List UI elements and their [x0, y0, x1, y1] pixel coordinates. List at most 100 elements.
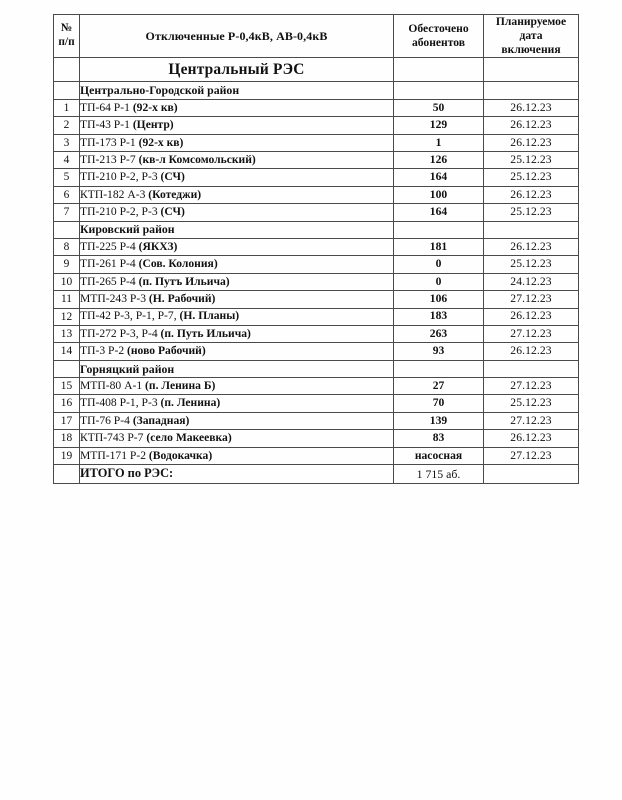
table-row: 11 МТП-243 Р-3 (Н. Рабочий) 106 27.12.23: [53, 290, 579, 309]
table-row: 16 ТП-408 Р-1, Р-3 (п. Ленина) 70 25.12.23: [53, 394, 579, 413]
column-header-number-line2: п/п: [58, 36, 75, 49]
row-number: 16: [53, 394, 80, 413]
row-affected-count: 183: [393, 307, 484, 326]
row-description-code: ТП-64 Р-1: [80, 100, 133, 114]
row-description-code: МТП-171 Р-2: [80, 448, 149, 462]
row-description-code: КТП-743 Р-7: [80, 431, 147, 445]
row-affected-count: 129: [393, 116, 484, 135]
row-affected-count: 263: [393, 324, 484, 344]
row-description: ТП-225 Р-4 (ЯКХЗ): [79, 237, 394, 257]
district-count-cell: [393, 81, 484, 100]
district-header-row: Центрально-Городской район: [53, 81, 579, 100]
row-number: 3: [53, 133, 80, 152]
district-header-label: Кировский район: [79, 220, 394, 239]
district-header-row: Горняцкий район: [53, 359, 579, 379]
row-planned-date: 26.12.23: [483, 133, 579, 152]
row-description-location: (п. Путь Ильича): [160, 326, 251, 340]
row-affected-count: 106: [393, 290, 484, 309]
table-row: 17 ТП-76 Р-4 (Западная) 139 27.12.23: [53, 411, 579, 431]
row-description: ТП-265 Р-4 (п. Путъ Ильича): [79, 272, 394, 292]
row-description-location: (Сов. Колония): [138, 257, 218, 271]
row-description: МТП-80 А-1 (п. Ленина Б): [79, 377, 394, 396]
table-header: № п/п Отключенные Р-0,4кВ, АВ-0,4кВ Обес…: [53, 13, 579, 59]
row-description-code: ТП-261 Р-4: [80, 257, 139, 271]
row-planned-date: 26.12.23: [483, 185, 579, 205]
row-affected-count: 50: [393, 98, 484, 118]
row-description-code: ТП-76 Р-4: [80, 413, 133, 427]
table-footer: ИТОГО по РЭС: 1 715 аб.: [53, 464, 579, 485]
row-description: МТП-171 Р-2 (Водокачка): [79, 446, 394, 466]
row-description: ТП-64 Р-1 (92-х кв): [79, 98, 394, 118]
row-number: 8: [53, 237, 80, 257]
row-planned-date: 25.12.23: [483, 168, 579, 187]
row-description-code: МТП-80 А-1: [80, 379, 146, 392]
row-number: 10: [53, 272, 80, 292]
column-header-date-line1: Планируемое: [495, 15, 567, 28]
row-affected-count: 139: [393, 411, 484, 431]
outage-table: № п/п Отключенные Р-0,4кВ, АВ-0,4кВ Обес…: [53, 13, 579, 485]
row-description-location: (Н. Планы): [179, 309, 240, 323]
district-number-cell: [53, 220, 80, 239]
table-row: 19 МТП-171 Р-2 (Водокачка) насосная 27.12.2…: [53, 446, 579, 466]
row-description-code: ТП-408 Р-1, Р-3: [80, 396, 161, 410]
row-planned-date: 27.12.23: [483, 324, 579, 344]
row-number: 7: [53, 203, 80, 222]
row-affected-count: насосная: [393, 446, 484, 466]
row-affected-count: 164: [393, 203, 484, 222]
row-description-code: ТП-210 Р-2, Р-3: [80, 170, 161, 184]
row-description: ТП-42 Р-3, Р-1, Р-7, (Н. Планы): [79, 307, 394, 326]
row-affected-count: 83: [393, 429, 484, 448]
row-description-code: КТП-182 А-3: [80, 187, 149, 201]
district-header-label: Центрально-Городской район: [79, 81, 394, 100]
row-description-location: (92-х кв): [138, 135, 184, 149]
row-description-location: (кв-л Комсомольский): [138, 152, 256, 166]
column-header-date-line2: дата: [519, 29, 543, 43]
row-planned-date: 26.12.23: [483, 237, 579, 257]
total-number-cell: [53, 464, 80, 485]
table-row: 1 ТП-64 Р-1 (92-х кв) 50 26.12.23: [53, 98, 579, 118]
row-description-location: (Водокачка): [148, 448, 213, 462]
table-row: 14 ТП-3 Р-2 (ново Рабочий) 93 26.12.23: [53, 342, 579, 361]
row-description-location: (Котеджи): [148, 187, 202, 201]
column-header-description: Отключенные Р-0,4кВ, АВ-0,4кВ: [79, 13, 394, 59]
row-description: МТП-243 Р-3 (Н. Рабочий): [79, 290, 394, 309]
row-affected-count: 181: [393, 237, 484, 257]
section-title-date-cell: [483, 57, 579, 83]
row-description-location: (Центр): [132, 118, 174, 132]
row-planned-date: 27.12.23: [483, 411, 579, 431]
row-planned-date: 25.12.23: [483, 255, 579, 274]
row-description: ТП-76 Р-4 (Западная): [79, 411, 394, 431]
table-body: Центральный РЭС Центрально-Городской рай…: [53, 57, 579, 466]
row-description-location: (СЧ): [160, 205, 185, 219]
row-planned-date: 25.12.23: [483, 150, 579, 170]
row-description-location: (ЯКХЗ): [138, 239, 178, 253]
row-description-location: (Н. Рабочий): [148, 292, 216, 306]
district-number-cell: [53, 359, 80, 379]
row-description-location: (СЧ): [160, 170, 185, 184]
table-row: 3 ТП-173 Р-1 (92-х кв) 1 26.12.23: [53, 133, 579, 152]
row-number: 6: [53, 185, 80, 205]
column-header-count-line1: Обесточено: [408, 22, 469, 36]
table-row: 18 КТП-743 Р-7 (село Макеевка) 83 26.12.23: [53, 429, 579, 448]
section-title-count-cell: [393, 57, 484, 83]
row-number: 9: [53, 255, 80, 274]
district-count-cell: [393, 359, 484, 379]
row-description-location: (ново Рабочий): [127, 344, 206, 358]
column-header-date: Планируемое дата включения: [483, 13, 579, 59]
row-description-code: ТП-265 Р-4: [80, 274, 139, 288]
table-header-row: № п/п Отключенные Р-0,4кВ, АВ-0,4кВ Обес…: [53, 13, 579, 59]
total-date-cell: [483, 464, 579, 485]
total-value: 1 715 аб.: [393, 464, 484, 485]
row-description-location: (92-х кв): [132, 100, 178, 114]
row-number: 4: [53, 150, 80, 170]
row-planned-date: 24.12.23: [483, 272, 579, 292]
row-affected-count: 164: [393, 168, 484, 187]
district-date-cell: [483, 359, 579, 379]
row-description: КТП-182 А-3 (Котеджи): [79, 185, 394, 205]
row-description: КТП-743 Р-7 (село Макеевка): [79, 429, 394, 448]
row-description-code: ТП-272 Р-3, Р-4: [80, 326, 161, 340]
row-number: 17: [53, 411, 80, 431]
row-number: 2: [53, 116, 80, 135]
row-planned-date: 27.12.23: [483, 446, 579, 466]
row-description: ТП-408 Р-1, Р-3 (п. Ленина): [79, 394, 394, 413]
